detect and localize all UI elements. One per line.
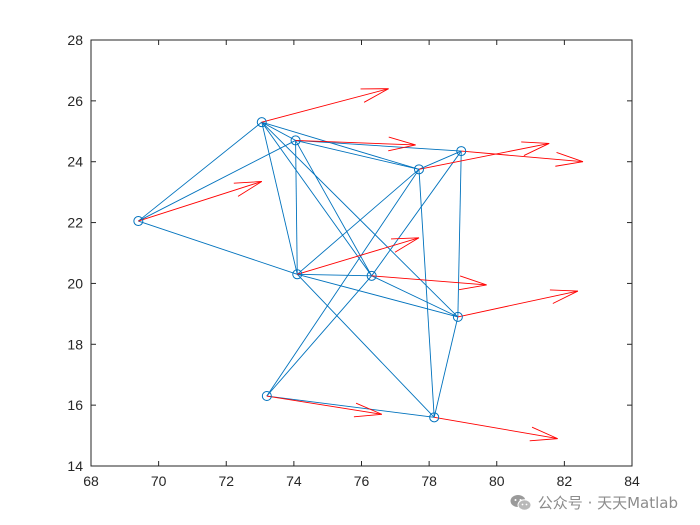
edge-line <box>266 169 420 397</box>
edge-line <box>297 273 458 318</box>
x-tick-label: 82 <box>557 473 573 489</box>
edge-line <box>418 169 435 418</box>
velocity-arrow <box>434 416 558 442</box>
node-marker <box>456 146 467 157</box>
edge-line <box>266 275 372 397</box>
velocity-arrow <box>461 150 584 167</box>
y-tick-label: 28 <box>67 32 83 48</box>
node-marker <box>261 391 272 402</box>
x-axis: 68 70 72 74 76 78 80 82 84 <box>83 40 640 489</box>
edge-line <box>296 273 435 418</box>
x-tick-label: 74 <box>286 473 302 489</box>
edge-line <box>138 121 263 222</box>
node-marker <box>429 412 440 423</box>
edge-line <box>295 140 298 275</box>
x-tick-label: 70 <box>151 473 167 489</box>
edge-line <box>261 121 459 318</box>
edges-layer <box>138 121 462 418</box>
edge-line <box>295 140 373 277</box>
y-tick-label: 24 <box>67 154 83 170</box>
node-marker <box>290 135 301 146</box>
x-tick-label: 72 <box>218 473 234 489</box>
edge-line <box>261 121 373 277</box>
node-marker <box>133 216 144 227</box>
velocity-arrow <box>138 181 262 222</box>
edge-line <box>296 168 420 275</box>
y-tick-label: 26 <box>67 93 83 109</box>
edge-line <box>371 275 459 318</box>
node-marker <box>452 311 463 322</box>
wechat-icon <box>510 494 532 512</box>
edge-line <box>261 121 420 170</box>
watermark: 公众号 · 天天Matlab <box>510 492 678 513</box>
velocity-arrow <box>457 289 579 318</box>
edge-line <box>371 150 462 277</box>
y-axis: 14 16 18 20 22 24 26 28 <box>67 32 632 474</box>
y-tick-label: 20 <box>67 275 83 291</box>
y-tick-label: 22 <box>67 215 83 231</box>
edge-line <box>138 220 298 275</box>
edge-line <box>297 273 372 277</box>
edge-line <box>418 150 462 170</box>
node-marker <box>413 164 424 175</box>
velocity-arrow <box>371 275 487 291</box>
edge-line <box>295 139 462 152</box>
x-tick-label: 68 <box>83 473 99 489</box>
y-tick-label: 18 <box>67 336 83 352</box>
velocity-arrow <box>266 395 382 418</box>
edge-line <box>433 316 459 418</box>
x-tick-label: 76 <box>354 473 370 489</box>
edge-line <box>457 151 462 317</box>
y-tick-label: 16 <box>67 397 83 413</box>
arrows-layer <box>138 88 584 442</box>
edge-line <box>266 395 435 418</box>
edge-line <box>295 139 420 170</box>
x-tick-label: 80 <box>489 473 505 489</box>
x-tick-label: 78 <box>421 473 437 489</box>
node-marker <box>292 269 303 280</box>
velocity-arrow <box>261 88 389 123</box>
y-tick-label: 14 <box>67 458 83 474</box>
edge-line <box>261 122 298 275</box>
plot-area <box>91 40 632 466</box>
node-marker <box>366 270 377 281</box>
velocity-arrow <box>295 136 416 152</box>
x-tick-label: 84 <box>624 473 640 489</box>
edge-line <box>261 121 296 141</box>
nodes-layer <box>133 117 467 423</box>
velocity-arrow <box>418 141 550 170</box>
node-marker <box>256 117 267 128</box>
watermark-text: 公众号 · 天天Matlab <box>537 494 678 512</box>
velocity-arrow <box>297 237 420 275</box>
